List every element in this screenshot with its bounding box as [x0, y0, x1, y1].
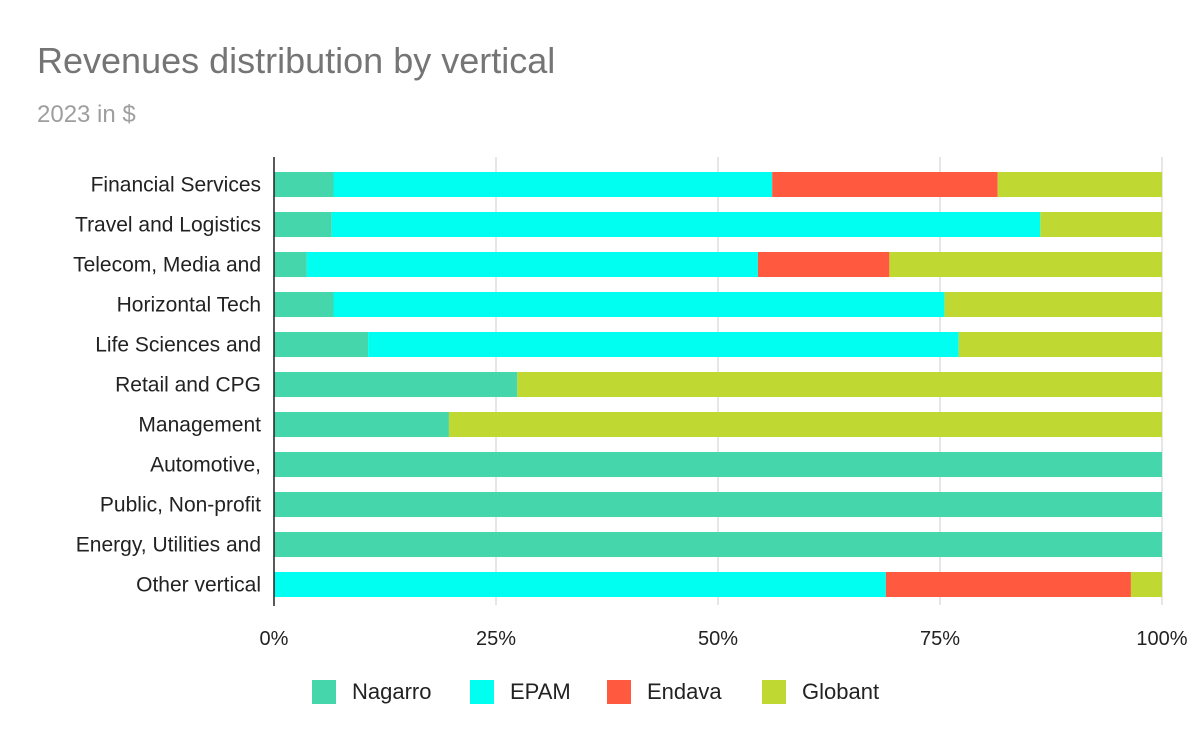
bar-segment-globant — [1040, 212, 1162, 237]
x-tick-label: 50% — [698, 628, 738, 650]
chart-subtitle: 2023 in $ — [37, 101, 136, 128]
category-label: Telecom, Media and — [73, 254, 261, 277]
legend: Nagarro EPAM Endava Globant — [0, 674, 1200, 710]
legend-item-endava: Endava — [607, 674, 722, 710]
bar-segment-nagarro — [274, 172, 334, 197]
bar-segment-endava — [772, 172, 998, 197]
category-label: Financial Services — [91, 174, 261, 197]
legend-swatch — [312, 680, 336, 704]
legend-swatch — [470, 680, 494, 704]
chart-title: Revenues distribution by vertical — [37, 40, 556, 81]
bar-segment-globant — [517, 372, 1162, 397]
legend-label: Endava — [647, 679, 722, 704]
bar-segment-globant — [1130, 572, 1162, 597]
bar-segment-nagarro — [274, 212, 332, 237]
legend-item-nagarro: Nagarro — [312, 674, 431, 710]
bar-segment-epam — [306, 252, 758, 277]
category-label: Management — [138, 414, 261, 437]
x-tick-label: 25% — [476, 628, 516, 650]
bar-segment-endava — [757, 252, 890, 277]
bar-segment-epam — [333, 172, 773, 197]
legend-label: Globant — [802, 679, 880, 704]
bar-segment-globant — [889, 252, 1162, 277]
bar-segment-nagarro — [274, 372, 518, 397]
bar-segment-epam — [274, 572, 886, 597]
bar-segment-nagarro — [274, 452, 1162, 477]
bar-segment-nagarro — [274, 492, 1162, 517]
bar-segment-globant — [958, 332, 1162, 357]
bar-segment-epam — [331, 212, 1041, 237]
bar-segment-nagarro — [274, 532, 1162, 557]
bar-segment-globant — [944, 292, 1162, 317]
bar-segment-endava — [885, 572, 1131, 597]
bar-segment-nagarro — [274, 412, 449, 437]
category-label: Retail and CPG — [115, 374, 261, 397]
legend-item-epam: EPAM — [470, 674, 571, 710]
legend-item-globant: Globant — [762, 674, 879, 710]
category-label: Horizontal Tech — [117, 294, 261, 317]
category-label: Life Sciences and — [95, 334, 261, 357]
bar-segment-epam — [368, 332, 959, 357]
x-tick-label: 75% — [920, 628, 960, 650]
legend-swatch — [762, 680, 786, 704]
bar-segment-globant — [448, 412, 1162, 437]
bar-segment-globant — [997, 172, 1162, 197]
category-label: Other vertical — [136, 574, 261, 597]
legend-label: Nagarro — [352, 679, 432, 704]
bar-segment-epam — [333, 292, 945, 317]
category-label: Energy, Utilities and — [76, 534, 261, 557]
category-label: Automotive, — [150, 454, 261, 477]
x-tick-label: 0% — [260, 628, 289, 650]
legend-swatch — [607, 680, 631, 704]
x-tick-label: 100% — [1136, 628, 1187, 650]
bar-segment-nagarro — [274, 292, 334, 317]
bar-segment-nagarro — [274, 252, 307, 277]
category-label: Travel and Logistics — [75, 214, 261, 237]
bar-segment-nagarro — [274, 332, 369, 357]
legend-label: EPAM — [510, 679, 571, 704]
category-label: Public, Non-profit — [100, 494, 261, 517]
